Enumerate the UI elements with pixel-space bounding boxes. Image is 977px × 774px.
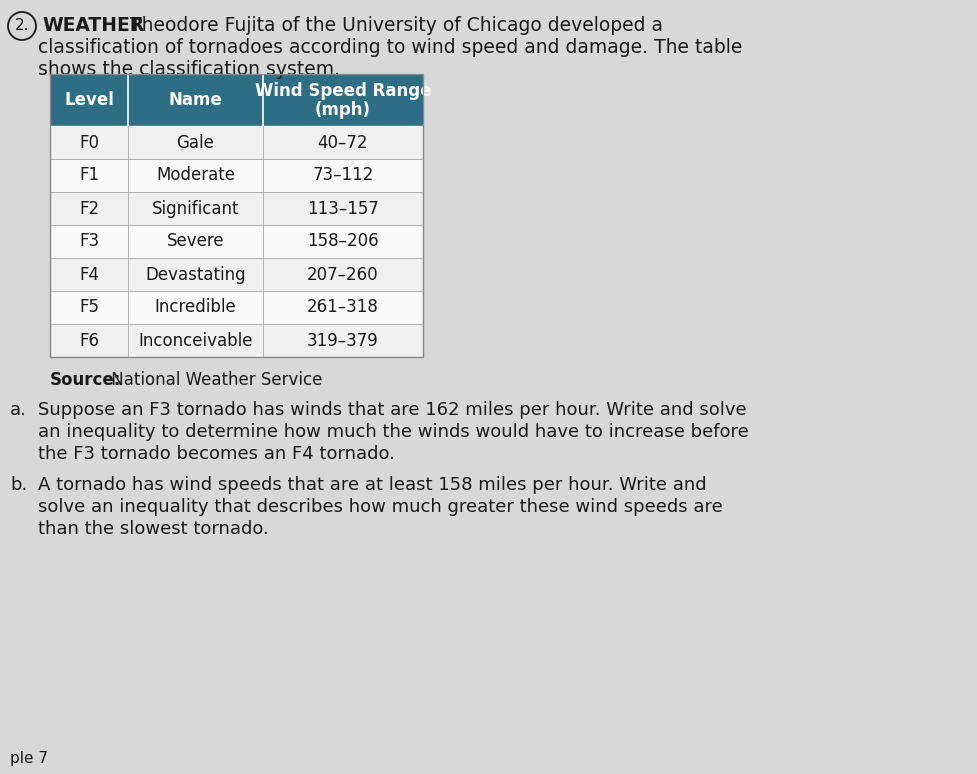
Text: Significant: Significant (151, 200, 239, 217)
Text: Moderate: Moderate (156, 166, 235, 184)
Text: 158–206: 158–206 (307, 232, 379, 251)
Text: Suppose an F3 tornado has winds that are 162 miles per hour. Write and solve: Suppose an F3 tornado has winds that are… (38, 401, 746, 419)
Text: 319–379: 319–379 (307, 331, 379, 350)
Text: than the slowest tornado.: than the slowest tornado. (38, 520, 269, 538)
Text: b.: b. (10, 476, 27, 494)
Text: F2: F2 (79, 200, 99, 217)
Text: Incredible: Incredible (154, 299, 236, 317)
Text: 73–112: 73–112 (313, 166, 373, 184)
Bar (50, 159, 423, 192)
Text: Source:: Source: (50, 371, 121, 389)
Bar (50, 74, 423, 357)
Text: 2.: 2. (15, 19, 29, 33)
Text: Inconceivable: Inconceivable (139, 331, 253, 350)
Text: Theodore Fujita of the University of Chicago developed a: Theodore Fujita of the University of Chi… (124, 16, 663, 35)
Text: shows the classification system.: shows the classification system. (38, 60, 340, 79)
Text: Name: Name (169, 91, 223, 109)
Bar (50, 291, 423, 324)
Bar (50, 225, 423, 258)
Text: ple 7: ple 7 (10, 751, 48, 766)
Text: solve an inequality that describes how much greater these wind speeds are: solve an inequality that describes how m… (38, 498, 723, 516)
Text: (mph): (mph) (315, 101, 371, 119)
Text: Wind Speed Range: Wind Speed Range (255, 82, 431, 100)
Text: National Weather Service: National Weather Service (106, 371, 322, 389)
Text: F4: F4 (79, 265, 99, 283)
Text: A tornado has wind speeds that are at least 158 miles per hour. Write and: A tornado has wind speeds that are at le… (38, 476, 706, 494)
Bar (50, 324, 423, 357)
Text: F3: F3 (79, 232, 99, 251)
Text: F6: F6 (79, 331, 99, 350)
Text: classification of tornadoes according to wind speed and damage. The table: classification of tornadoes according to… (38, 38, 743, 57)
Bar (50, 258, 423, 291)
Text: Devastating: Devastating (146, 265, 246, 283)
Text: 113–157: 113–157 (307, 200, 379, 217)
Bar (50, 74, 423, 126)
Text: Severe: Severe (167, 232, 225, 251)
Text: F1: F1 (79, 166, 99, 184)
Text: 40–72: 40–72 (318, 133, 368, 152)
Text: F5: F5 (79, 299, 99, 317)
Bar (50, 126, 423, 159)
Text: Level: Level (64, 91, 114, 109)
Text: Gale: Gale (177, 133, 214, 152)
Text: an inequality to determine how much the winds would have to increase before: an inequality to determine how much the … (38, 423, 748, 441)
Bar (50, 192, 423, 225)
Text: 207–260: 207–260 (307, 265, 379, 283)
Text: F0: F0 (79, 133, 99, 152)
Text: a.: a. (10, 401, 27, 419)
Text: WEATHER: WEATHER (42, 16, 145, 35)
Text: 261–318: 261–318 (307, 299, 379, 317)
Text: the F3 tornado becomes an F4 tornado.: the F3 tornado becomes an F4 tornado. (38, 445, 395, 463)
